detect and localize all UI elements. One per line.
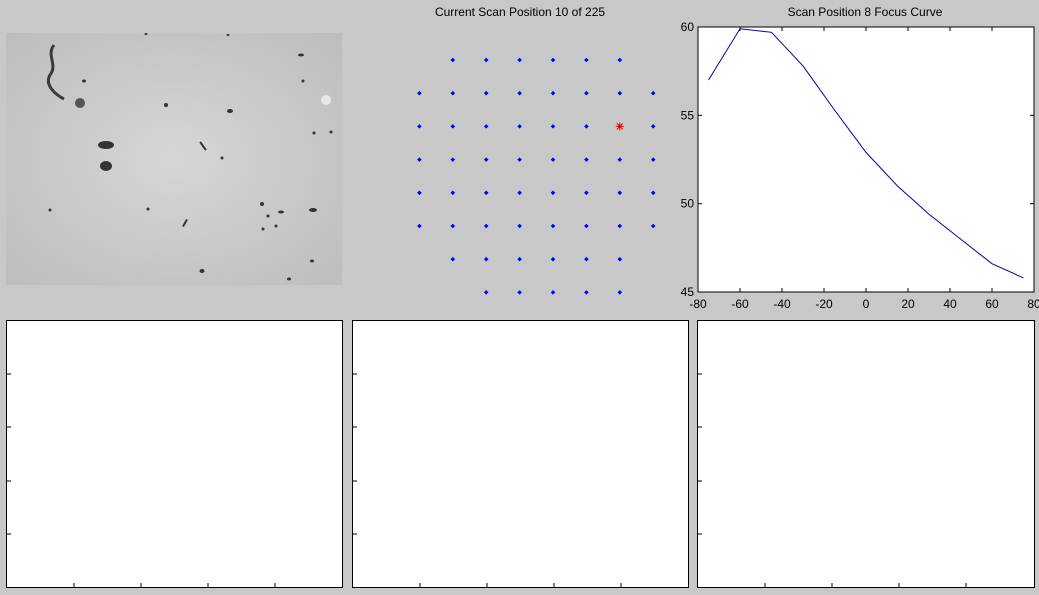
scan-grid-point bbox=[483, 57, 489, 63]
scan-grid-point bbox=[584, 90, 589, 96]
scan-grid-point bbox=[517, 124, 522, 129]
scan-grid-point bbox=[483, 90, 489, 96]
scan-grid-point bbox=[550, 157, 556, 162]
scan-grid-title: Current Scan Position 10 of 225 bbox=[434, 5, 606, 19]
scan-grid-point bbox=[517, 256, 522, 262]
x-tick-label: -60 bbox=[731, 297, 749, 311]
scan-grid-point bbox=[584, 290, 589, 295]
x-tick-label: -20 bbox=[815, 297, 833, 311]
scan-grid-point bbox=[483, 124, 489, 129]
scan-grid-point bbox=[584, 190, 589, 196]
scan-grid-point bbox=[617, 190, 623, 196]
scan-grid-point bbox=[483, 157, 489, 162]
x-tick-label: 0 bbox=[863, 297, 870, 311]
empty-axes-middle-ticks bbox=[353, 373, 622, 587]
scan-grid-point bbox=[483, 290, 489, 295]
scan-grid-point bbox=[450, 90, 456, 96]
y-tick-label: 55 bbox=[681, 108, 695, 122]
scan-grid-point bbox=[517, 57, 522, 63]
focus-curve-chart: -80 -60 -40 -20 0 20 40 60 80 60 55 50 45 bbox=[660, 18, 1039, 318]
current-scan-point bbox=[615, 122, 624, 131]
scan-grid-point bbox=[650, 124, 656, 129]
scan-grid-point bbox=[617, 223, 623, 229]
x-tick-label: 40 bbox=[943, 297, 957, 311]
scan-grid-point bbox=[617, 90, 623, 96]
focus-curve-title: Scan Position 8 Focus Curve bbox=[787, 5, 943, 19]
scan-grid-point bbox=[550, 256, 556, 262]
scan-grid-point bbox=[550, 290, 556, 295]
scan-grid-point bbox=[617, 290, 623, 295]
x-tick-label: 20 bbox=[901, 297, 915, 311]
scan-grid-point bbox=[483, 256, 489, 262]
scan-grid-point bbox=[650, 190, 656, 196]
scan-grid-point bbox=[417, 190, 422, 196]
scan-grid-point bbox=[550, 57, 556, 63]
microscope-image bbox=[6, 33, 342, 285]
scan-grid-point bbox=[450, 124, 456, 129]
scan-grid-point bbox=[417, 157, 422, 162]
scan-grid-point bbox=[617, 256, 623, 262]
scan-grid-point bbox=[617, 57, 623, 63]
scan-grid-point bbox=[517, 90, 522, 96]
scan-grid-point bbox=[617, 157, 623, 162]
scan-grid-point bbox=[517, 290, 522, 295]
focus-curve-line bbox=[708, 28, 1024, 279]
scan-grid-point bbox=[584, 57, 589, 63]
scan-grid-point bbox=[584, 157, 589, 162]
scan-grid-point bbox=[483, 190, 489, 196]
x-tick-label: 60 bbox=[985, 297, 999, 311]
scan-grid-point bbox=[584, 223, 589, 229]
scan-grid-point bbox=[550, 90, 556, 96]
x-tick-label: -40 bbox=[773, 297, 791, 311]
scan-grid-point bbox=[450, 190, 456, 196]
empty-axes-left bbox=[6, 320, 343, 588]
scan-grid-point bbox=[517, 223, 522, 229]
scan-grid-point bbox=[417, 124, 422, 129]
scan-grid-point bbox=[550, 223, 556, 229]
scan-grid-point bbox=[450, 256, 456, 262]
scan-grid-point bbox=[584, 256, 589, 262]
scan-grid-point bbox=[650, 223, 656, 229]
scan-grid-point bbox=[417, 223, 422, 229]
y-tick-label: 60 bbox=[681, 20, 695, 34]
scan-grid-point bbox=[450, 57, 456, 63]
y-tick-label: 45 bbox=[681, 285, 695, 299]
empty-axes-right-ticks bbox=[698, 373, 967, 587]
scan-grid-plot bbox=[352, 22, 688, 312]
scan-grid-point bbox=[517, 190, 522, 196]
focus-plot-area bbox=[697, 26, 1035, 293]
y-tick-label: 50 bbox=[681, 197, 695, 211]
scan-grid-point bbox=[450, 157, 456, 162]
x-tick-label: 80 bbox=[1027, 297, 1039, 311]
empty-axes-right bbox=[697, 320, 1035, 588]
scan-grid-point bbox=[550, 190, 556, 196]
empty-axes-middle bbox=[352, 320, 689, 588]
scan-grid-svg bbox=[417, 57, 656, 295]
x-tick-label: -80 bbox=[689, 297, 707, 311]
empty-axes-left-ticks bbox=[7, 373, 276, 587]
microscope-image-svg bbox=[6, 33, 342, 285]
scan-grid-point bbox=[417, 90, 422, 96]
scan-grid-point bbox=[450, 223, 456, 229]
scan-grid-point bbox=[650, 157, 656, 162]
scan-grid-point bbox=[584, 124, 589, 129]
scan-grid-point bbox=[650, 90, 656, 96]
scan-grid-point bbox=[550, 124, 556, 129]
focus-curve-svg: -80 -60 -40 -20 0 20 40 60 80 60 55 50 45 bbox=[681, 20, 1039, 311]
scan-grid-point bbox=[517, 157, 522, 162]
scan-grid-point bbox=[483, 223, 489, 229]
